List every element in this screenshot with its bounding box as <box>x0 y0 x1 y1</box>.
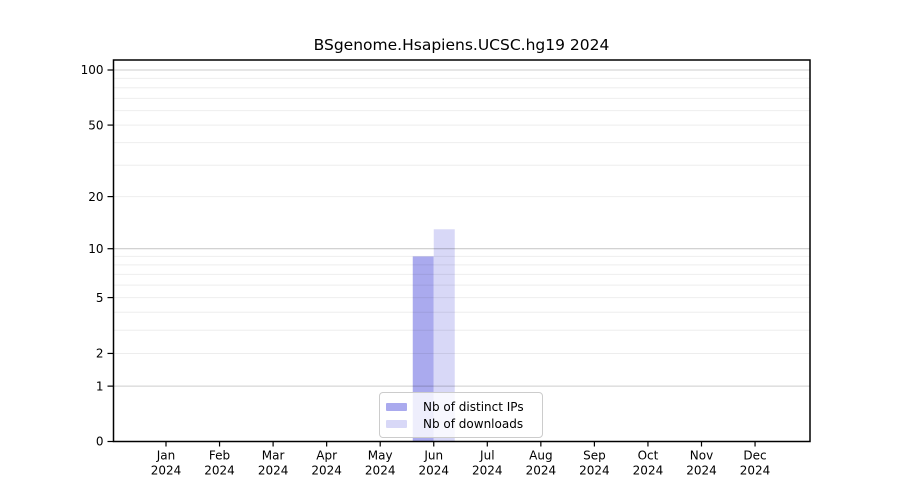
legend-label-downloads: Nb of downloads <box>423 416 524 431</box>
x-tick-label-month-feb: Feb <box>209 449 230 463</box>
legend-label-distinct-ips: Nb of distinct IPs <box>423 399 524 414</box>
legend-item-downloads: Nb of downloads <box>386 417 534 431</box>
legend-item-distinct-ips: Nb of distinct IPs <box>386 400 534 414</box>
legend-swatch-downloads <box>386 419 407 428</box>
x-tick-label-year-jul: 2024 <box>472 464 503 478</box>
y-tick-label-1: 1 <box>96 379 104 393</box>
x-tick-label-month-sep: Sep <box>583 449 606 463</box>
x-tick-label-year-feb: 2024 <box>204 464 235 478</box>
x-tick-label-year-jan: 2024 <box>151 464 182 478</box>
legend-swatch-distinct-ips <box>386 402 407 411</box>
x-tick-label-month-jun: Jun <box>423 449 443 463</box>
x-tick-label-year-apr: 2024 <box>311 464 342 478</box>
x-tick-label-month-aug: Aug <box>529 449 552 463</box>
y-tick-label-20: 20 <box>88 190 103 204</box>
y-tick-label-2: 2 <box>96 347 104 361</box>
x-tick-label-month-nov: Nov <box>690 449 713 463</box>
y-tick-label-10: 10 <box>88 242 103 256</box>
x-tick-label-year-mar: 2024 <box>258 464 289 478</box>
y-tick-label-50: 50 <box>88 118 103 132</box>
x-tick-label-year-aug: 2024 <box>526 464 557 478</box>
bar-nb-of-downloads-jun <box>433 229 455 442</box>
y-tick-label-5: 5 <box>96 291 104 305</box>
x-tick-label-year-jun: 2024 <box>418 464 449 478</box>
y-tick-label-0: 0 <box>96 435 104 449</box>
x-tick-label-month-may: May <box>368 449 393 463</box>
chart-title: BSgenome.Hsapiens.UCSC.hg19 2024 <box>313 36 610 54</box>
x-tick-label-month-jul: Jul <box>479 449 494 463</box>
legend: Nb of distinct IPs Nb of downloads <box>379 392 543 438</box>
x-tick-label-year-may: 2024 <box>365 464 396 478</box>
x-tick-label-month-apr: Apr <box>316 449 337 463</box>
x-tick-label-year-sep: 2024 <box>579 464 610 478</box>
x-tick-label-month-jan: Jan <box>156 449 176 463</box>
x-tick-label-month-oct: Oct <box>638 449 659 463</box>
x-tick-label-year-oct: 2024 <box>633 464 664 478</box>
x-tick-label-year-dec: 2024 <box>740 464 771 478</box>
y-tick-label-100: 100 <box>81 63 104 77</box>
x-tick-label-month-mar: Mar <box>262 449 285 463</box>
x-tick-label-month-dec: Dec <box>743 449 766 463</box>
x-tick-label-year-nov: 2024 <box>686 464 717 478</box>
plot-frame <box>112 59 811 443</box>
